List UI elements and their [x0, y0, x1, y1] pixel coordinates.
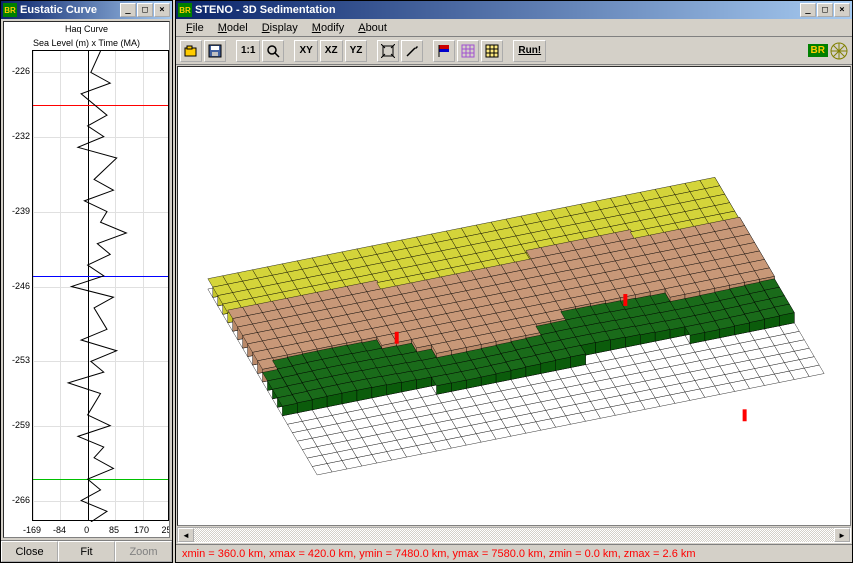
maximize-button[interactable]: □ [817, 3, 833, 17]
main-title: STENO - 3D Sedimentation [195, 4, 800, 16]
statusbar: xmin = 360.0 km, xmax = 420.0 km, ymin =… [176, 544, 852, 562]
eustatic-titlebar[interactable]: BR Eustatic Curve _ □ × [1, 1, 172, 19]
close-button[interactable]: × [154, 3, 170, 17]
main-window: BR STENO - 3D Sedimentation _ □ × FileMo… [175, 0, 853, 563]
menu-model[interactable]: Model [212, 21, 254, 35]
eustatic-window: BR Eustatic Curve _ □ × Haq Curve Sea Le… [0, 0, 173, 563]
close-button[interactable]: × [834, 3, 850, 17]
x-tick-label: 170 [134, 525, 149, 535]
x-tick-label: -84 [53, 525, 66, 535]
y-tick-label: -226 [4, 66, 30, 76]
menu-about[interactable]: About [352, 21, 393, 35]
grid-button[interactable] [481, 40, 503, 62]
probe-button[interactable] [401, 40, 423, 62]
horizontal-scrollbar[interactable]: ◄ ► [177, 527, 851, 543]
minimize-button[interactable]: _ [120, 3, 136, 17]
menu-display[interactable]: Display [256, 21, 304, 35]
y-tick-label: -239 [4, 206, 30, 216]
y-tick-label: -246 [4, 281, 30, 291]
yz-view-button[interactable]: YZ [345, 40, 368, 62]
x-tick-label: 255 [161, 525, 170, 535]
zoom-curve-button[interactable]: Zoom [115, 541, 172, 562]
menubar: FileModelDisplayModifyAbout [176, 19, 852, 37]
open-button[interactable] [180, 40, 202, 62]
curve-title2: Sea Level (m) x Time (MA) [4, 36, 169, 50]
save-button[interactable] [204, 40, 226, 62]
x-tick-label: 85 [109, 525, 119, 535]
scroll-track[interactable] [194, 528, 834, 542]
minimize-button[interactable]: _ [800, 3, 816, 17]
main-titlebar[interactable]: BR STENO - 3D Sedimentation _ □ × [176, 1, 852, 19]
y-tick-label: -266 [4, 495, 30, 505]
flag-button[interactable] [433, 40, 455, 62]
curve-title1: Haq Curve [4, 22, 169, 36]
toolbar: 1:1 XY XZ YZ Run! BR [176, 37, 852, 65]
x-tick-label: -169 [23, 525, 41, 535]
curve-plot-area [32, 50, 169, 521]
eustatic-button-row: Close Fit Zoom [1, 540, 172, 562]
close-curve-button[interactable]: Close [1, 541, 58, 562]
zoom-button[interactable] [262, 40, 284, 62]
y-tick-label: -253 [4, 355, 30, 365]
app-icon: BR [178, 3, 192, 17]
3d-viewport[interactable] [177, 66, 851, 526]
y-tick-label: -259 [4, 420, 30, 430]
maximize-button[interactable]: □ [137, 3, 153, 17]
compass-icon [830, 42, 848, 60]
brand-badge: BR [808, 44, 828, 57]
fit-button[interactable] [377, 40, 399, 62]
curve-chart: Haq Curve Sea Level (m) x Time (MA) -226… [3, 21, 170, 538]
pattern-button[interactable] [457, 40, 479, 62]
run-button[interactable]: Run! [513, 40, 546, 62]
x-tick-label: 0 [84, 525, 89, 535]
xy-view-button[interactable]: XY [294, 40, 317, 62]
fit-curve-button[interactable]: Fit [58, 541, 115, 562]
one-to-one-button[interactable]: 1:1 [236, 40, 260, 62]
y-tick-label: -232 [4, 131, 30, 141]
scroll-left-button[interactable]: ◄ [178, 528, 194, 542]
menu-file[interactable]: File [180, 21, 210, 35]
brand-logo: BR [808, 42, 848, 60]
status-text: xmin = 360.0 km, xmax = 420.0 km, ymin =… [182, 548, 696, 560]
scroll-right-button[interactable]: ► [834, 528, 850, 542]
xz-view-button[interactable]: XZ [320, 40, 343, 62]
sedimentation-model [178, 67, 850, 525]
app-icon: BR [3, 3, 17, 17]
menu-modify[interactable]: Modify [306, 21, 350, 35]
eustatic-title: Eustatic Curve [20, 4, 120, 16]
